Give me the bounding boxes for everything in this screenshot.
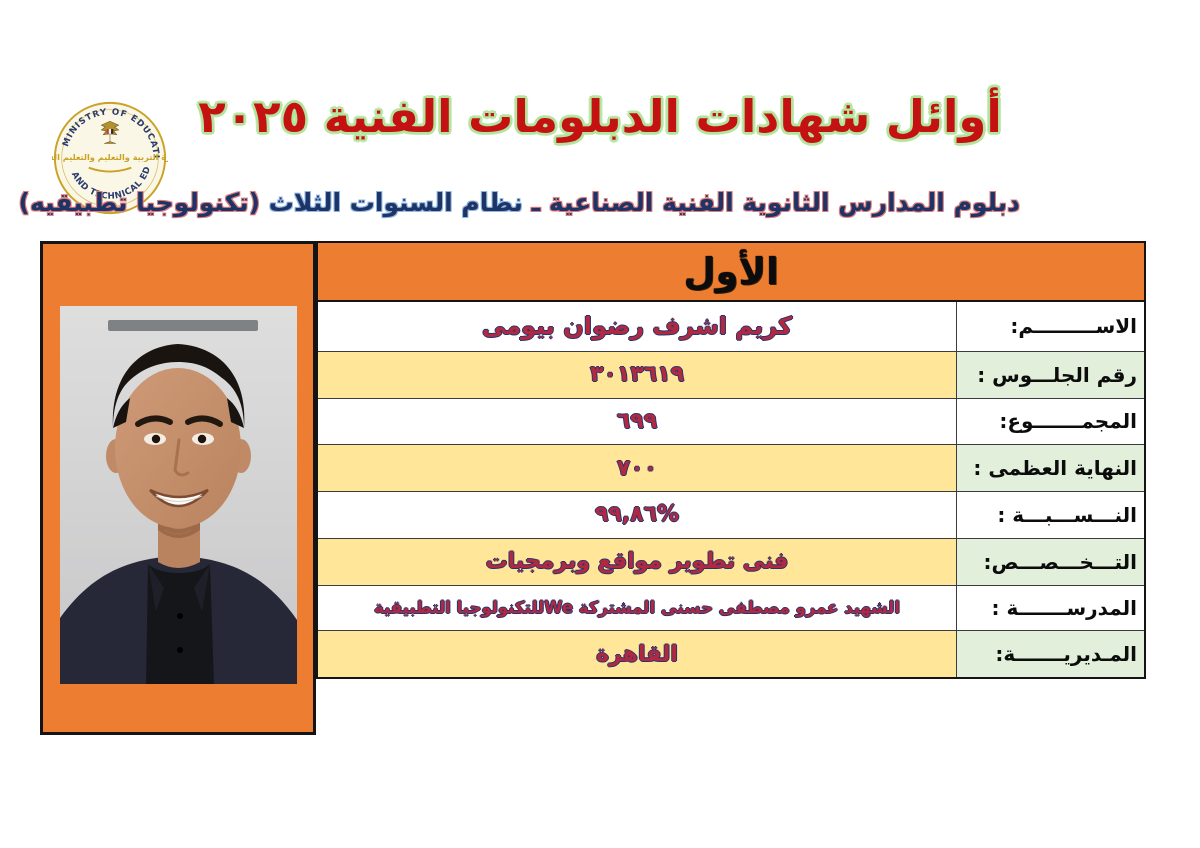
student-portrait-icon: [60, 306, 297, 684]
table-row-total: ٦٩٩ المجمـــــــوع:: [318, 398, 1144, 446]
seat-number-label: رقم الجلـــوس :: [956, 351, 1144, 398]
max-score-value: ٧٠٠: [318, 445, 956, 491]
table-row-directorate: القاهرة المـديريـــــــة:: [318, 631, 1144, 677]
total-value: ٦٩٩: [318, 398, 956, 445]
school-value: الشهيد عمرو مصطفى حسنى المشتركة Weللتكنو…: [318, 585, 956, 631]
subtitle-technology-text: (تكنولوجيا تطبيقيه): [18, 188, 261, 217]
page-subtitle: دبلوم المدارس الثانوية الفنية الصناعية ـ…: [19, 188, 1020, 217]
max-score-label: النهاية العظمى :: [956, 445, 1144, 491]
rank-header: الأول: [318, 243, 1144, 302]
directorate-value: القاهرة: [318, 631, 956, 677]
photo-frame: [40, 241, 316, 735]
specialization-label: التـــخـــصـــص:: [956, 538, 1144, 585]
table-row-name: كريم اشرف رضوان بيومى الاســـــــــم:: [318, 302, 1144, 352]
specialization-value: فنى تطوير مواقع وبرمجيات: [318, 538, 956, 585]
name-value: كريم اشرف رضوان بيومى: [318, 302, 956, 351]
table-row-percentage: %٩٩,٨٦ النـــســـبـــة :: [318, 492, 1144, 539]
school-label: المدرســـــــة :: [956, 585, 1144, 631]
page-title: أوائل شهادات الدبلومات الفنية ٢٠٢٥: [198, 90, 1002, 143]
table-row-school: الشهيد عمرو مصطفى حسنى المشتركة Weللتكنو…: [318, 585, 1144, 632]
eagle-emblem-icon: [100, 120, 120, 144]
seal-center-arabic-text: وزارة التربية والتعليم والتعليم الفنى: [52, 152, 168, 163]
name-label: الاســـــــــم:: [956, 302, 1144, 351]
subtitle-system-text: نظام السنوات الثلاث: [260, 188, 523, 217]
table-row-specialization: فنى تطوير مواقع وبرمجيات التـــخـــصـــص…: [318, 538, 1144, 586]
directorate-label: المـديريـــــــة:: [956, 631, 1144, 677]
result-table: الأول كريم اشرف رضوان بيومى الاســــــــ…: [316, 241, 1146, 679]
percentage-label: النـــســـبـــة :: [956, 492, 1144, 538]
table-row-max-score: ٧٠٠ النهاية العظمى :: [318, 445, 1144, 492]
ministry-seal-icon: MINISTRY OF EDUCATION AND TECHNICAL EDUC…: [36, 93, 184, 215]
percentage-value: %٩٩,٨٦: [318, 492, 956, 538]
total-label: المجمـــــــوع:: [956, 398, 1144, 445]
table-row-seat-number: ٣٠١٣٦١٩ رقم الجلـــوس :: [318, 351, 1144, 399]
subtitle-diploma-text: دبلوم المدارس الثانوية الفنية الصناعية ـ: [522, 188, 1020, 217]
ministry-seal-logo: MINISTRY OF EDUCATION AND TECHNICAL EDUC…: [36, 93, 184, 216]
student-photo: [60, 306, 297, 684]
seat-number-value: ٣٠١٣٦١٩: [318, 351, 956, 398]
